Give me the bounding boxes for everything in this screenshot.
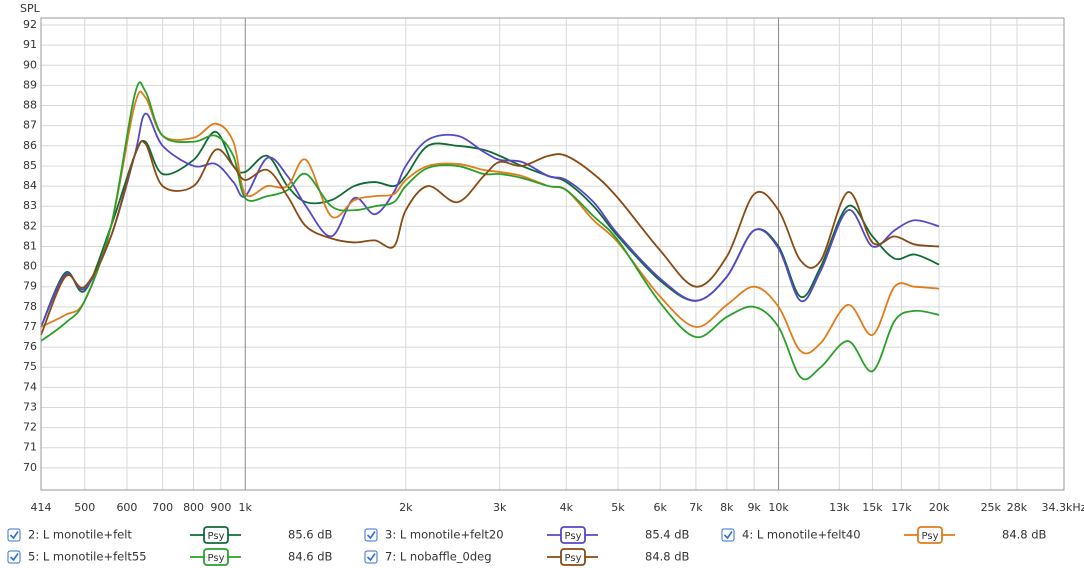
y-tick-label: 70 <box>23 461 37 474</box>
checkmark <box>366 553 376 562</box>
y-tick-label: 84 <box>23 179 37 192</box>
smoothing-button[interactable] <box>917 526 943 544</box>
y-tick-label: 83 <box>23 199 37 212</box>
y-tick-label: 78 <box>23 300 37 313</box>
y-tick-label: 87 <box>23 119 37 132</box>
y-tick-label: 92 <box>23 18 37 31</box>
y-tick-label: 81 <box>23 239 37 252</box>
smoothing-button[interactable] <box>560 526 586 544</box>
y-tick-label: 71 <box>23 441 37 454</box>
response-curve <box>40 130 940 328</box>
x-tick-label: 15k <box>862 501 883 514</box>
x-tick-label: 1k <box>239 501 253 514</box>
x-tick-label: 900 <box>210 501 231 514</box>
x-tick-label: 414 <box>31 501 52 514</box>
legend: 2: L monotile+felt Psy 85.6 dB 3: L monotil… <box>7 526 1047 566</box>
checkbox[interactable] <box>364 550 378 564</box>
legend-name: 4: L monotile+felt40 <box>742 528 861 542</box>
plot-frame <box>40 17 1065 491</box>
x-tick-label: 3k <box>493 501 507 514</box>
x-tick-label: 28k <box>1007 501 1028 514</box>
smoothing-label: Psy <box>208 553 225 564</box>
x-tick-label: 4k <box>560 501 574 514</box>
y-tick-label: 89 <box>23 78 37 91</box>
y-tick-label: 82 <box>23 219 37 232</box>
level-label: 84.8 dB <box>1002 528 1047 542</box>
x-tick-label: 6k <box>654 501 668 514</box>
x-tick-label: 25k <box>981 501 1002 514</box>
y-tick-label: 72 <box>23 421 37 434</box>
x-tick-label: 10k <box>768 501 789 514</box>
y-tick-label: 73 <box>23 400 37 413</box>
response-curve <box>40 140 940 336</box>
checkbox[interactable] <box>7 550 21 564</box>
curves <box>40 81 940 381</box>
legend-name: 3: L monotile+felt20 <box>385 528 504 542</box>
x-tick-label: 17k <box>891 501 912 514</box>
checkmark <box>9 553 19 562</box>
y-tick-label: 88 <box>23 99 37 112</box>
x-tick-label: 700 <box>152 501 173 514</box>
checkbox[interactable] <box>721 528 735 542</box>
checkbox[interactable] <box>364 528 378 542</box>
y-tick-label: 74 <box>23 380 37 393</box>
y-tick-label: 85 <box>23 159 37 172</box>
legend-name: 7: L nobaffle_0deg <box>385 550 492 564</box>
x-tick-label: 600 <box>116 501 137 514</box>
y-axis-label: SPL <box>20 2 41 15</box>
checkmark <box>366 531 376 540</box>
x-tick-label: 7k <box>689 501 703 514</box>
smoothing-label: Psy <box>922 531 939 542</box>
x-tick-label: 13k <box>829 501 850 514</box>
y-tick-label: 91 <box>23 38 37 51</box>
legend-name: 5: L monotile+felt55 <box>28 550 147 564</box>
y-tick-label: 86 <box>23 139 37 152</box>
legend-name: 2: L monotile+felt <box>28 528 132 542</box>
y-tick-label: 75 <box>23 360 37 373</box>
smoothing-label: Psy <box>208 531 225 542</box>
checkmark <box>723 531 733 540</box>
x-tick-label: 8k <box>720 501 734 514</box>
smoothing-button[interactable] <box>203 548 229 566</box>
x-tick-label: 9k <box>747 501 761 514</box>
y-tick-label: 80 <box>23 260 37 273</box>
level-label: 85.6 dB <box>288 528 333 542</box>
level-label: 84.6 dB <box>288 550 333 564</box>
y-tick-label: 76 <box>23 340 37 353</box>
x-tick-label: 5k <box>611 501 625 514</box>
y-tick-label: 77 <box>23 320 37 333</box>
x-tick-label: 500 <box>74 501 95 514</box>
checkmark <box>9 531 19 540</box>
x-tick-label: 2k <box>399 501 413 514</box>
smoothing-label: Psy <box>565 531 582 542</box>
x-tick-label: 20k <box>929 501 950 514</box>
smoothing-label: Psy <box>565 553 582 564</box>
y-tick-label: 79 <box>23 280 37 293</box>
smoothing-button[interactable] <box>560 548 586 566</box>
smoothing-button[interactable] <box>203 526 229 544</box>
checkbox[interactable] <box>7 528 21 542</box>
response-curve <box>40 81 940 381</box>
response-curve <box>40 112 940 328</box>
x-tick-label: 800 <box>183 501 204 514</box>
x-tick-label: 34.3kHz <box>1042 501 1084 514</box>
y-tick-label: 90 <box>23 58 37 71</box>
level-label: 85.4 dB <box>645 528 690 542</box>
level-label: 84.8 dB <box>645 550 690 564</box>
